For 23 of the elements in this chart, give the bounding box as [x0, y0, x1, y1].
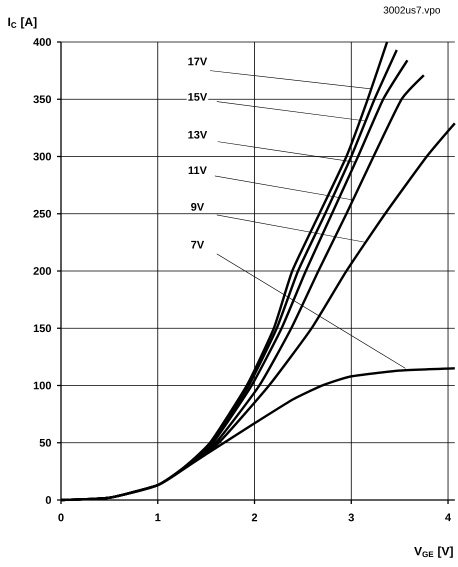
annotation: 13V: [188, 130, 208, 139]
y-tick-label: 50: [40, 438, 52, 447]
y-tick-label: 150: [34, 324, 52, 332]
y-tick-label: 250: [33, 210, 52, 218]
x-tick-label: 1: [155, 514, 160, 522]
annotation: 9V: [191, 202, 204, 211]
x-axis-title: V$_{GE}$ [V]: [414, 546, 453, 558]
x-tick-label: 4: [445, 514, 452, 522]
y-tick-label: 200: [33, 267, 52, 275]
annotation: 17V: [188, 58, 208, 66]
x-tick-label: 2: [252, 514, 258, 522]
x-tick-label: 0: [58, 514, 64, 522]
y-tick-label: 100: [34, 382, 52, 390]
y-axis-title: I$_{C}$ [A]: [8, 17, 36, 28]
y-tick-label: 0: [46, 496, 52, 504]
annotation: 15V: [188, 93, 208, 101]
text: 3002us7.vpo: [384, 6, 440, 16]
y-tick-label: 300: [33, 152, 52, 160]
y-tick-label: 400: [33, 38, 52, 46]
annotation: 11V: [188, 166, 207, 174]
y-tick-label: 350: [33, 95, 52, 104]
x-tick-label: 3: [348, 514, 354, 522]
annotation: 7V: [191, 240, 204, 248]
